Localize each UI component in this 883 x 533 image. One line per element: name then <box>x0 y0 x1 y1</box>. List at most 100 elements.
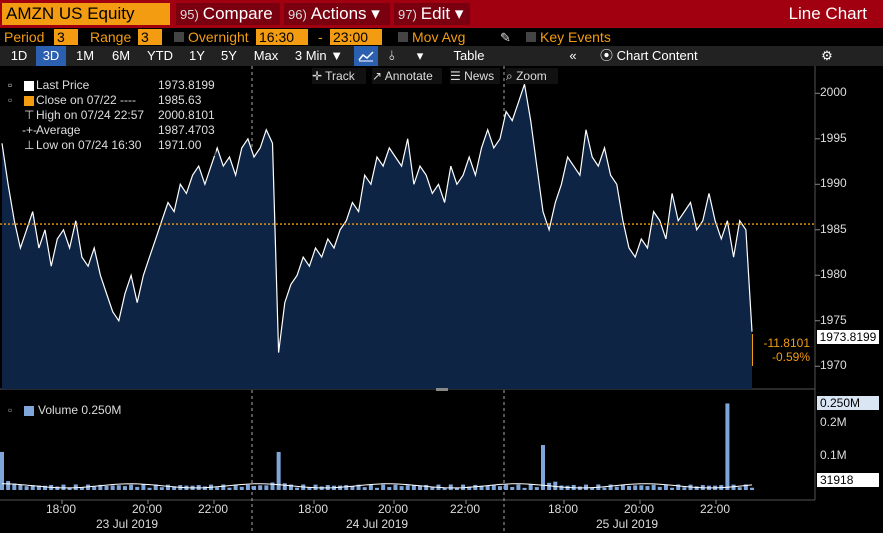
time-axis-label: 22:00 <box>198 502 229 516</box>
range-input[interactable]: 3 <box>138 29 162 45</box>
volume-bar <box>448 484 453 490</box>
volume-bar <box>172 486 177 490</box>
volume-bar <box>485 485 490 490</box>
line-chart-icon[interactable] <box>354 46 378 66</box>
volume-bar <box>473 484 478 490</box>
bar-chart-icon[interactable]: ⫰ <box>389 48 395 63</box>
timeframe-ytd[interactable]: YTD <box>147 48 173 63</box>
actions-label: Actions ▾ <box>310 4 380 23</box>
time-axis-label: 22:00 <box>450 502 481 516</box>
edit-number: 97) <box>398 7 417 22</box>
overnight-checkbox[interactable] <box>174 32 184 42</box>
period-input[interactable]: 3 <box>54 29 78 45</box>
volume-bar <box>393 484 398 490</box>
end-time-input[interactable]: 23:00 <box>330 29 382 45</box>
volume-bar <box>288 484 293 490</box>
volume-bar <box>737 487 742 490</box>
volume-bar <box>405 485 410 490</box>
date-axis-label: 25 Jul 2019 <box>596 517 659 531</box>
volume-bar <box>725 403 730 490</box>
last-price-value: 1973.8199 <box>158 78 215 92</box>
pane-resize-handle[interactable] <box>436 388 448 391</box>
volume-bar <box>295 487 300 490</box>
news-tool[interactable]: ☰ News <box>450 68 500 84</box>
volume-bar <box>55 486 60 490</box>
track-label: Track <box>325 69 355 83</box>
change-percent: -0.59% <box>771 350 810 364</box>
volume-bar <box>227 487 232 490</box>
timeframe-1d[interactable]: 1D <box>10 48 28 63</box>
gear-icon[interactable]: ⚙ <box>821 48 833 63</box>
price-axis-label: 1985 <box>820 221 847 236</box>
actions-number: 96) <box>288 7 307 22</box>
volume-bar <box>36 485 41 490</box>
annotate-tool[interactable]: ↗ Annotate <box>372 68 442 84</box>
timeframe-5y[interactable]: 5Y <box>221 48 237 63</box>
volume-bar <box>141 484 146 490</box>
volume-bar <box>454 487 459 490</box>
compare-number: 95) <box>180 7 199 22</box>
chart-style-dropdown-icon[interactable]: ▾ <box>416 48 424 63</box>
date-axis-label: 24 Jul 2019 <box>346 517 409 531</box>
volume-bar <box>663 484 668 490</box>
chart-content-icon: ⦿ <box>600 48 617 63</box>
annotate-icon: ↗ <box>372 69 385 83</box>
volume-bar <box>43 485 48 490</box>
volume-bar <box>165 484 170 490</box>
timeframe-1m[interactable]: 1M <box>75 48 95 63</box>
compare-label: Compare <box>202 4 273 23</box>
edit-menu[interactable]: 97) Edit ▾ <box>394 3 470 25</box>
news-label: News <box>464 69 495 83</box>
volume-bar <box>620 484 625 490</box>
volume-bar <box>534 487 539 490</box>
time-axis-label: 18:00 <box>298 502 329 516</box>
price-axis-label: 1970 <box>820 358 847 373</box>
volume-bar <box>479 485 484 490</box>
volume-bar <box>258 485 263 490</box>
volume-bar <box>18 484 23 490</box>
volume-bar <box>159 487 164 490</box>
compare-menu[interactable]: 95) Compare <box>176 3 280 25</box>
volume-bar <box>676 484 681 490</box>
interval-dropdown[interactable]: 3 Min ▼ <box>294 48 344 63</box>
key-events-checkbox[interactable] <box>526 32 536 42</box>
pencil-icon[interactable]: ✎ <box>500 30 511 45</box>
collapse-icon[interactable]: « <box>569 48 577 63</box>
price-chart[interactable] <box>0 66 883 533</box>
track-tool[interactable]: ✛ Track <box>312 68 366 84</box>
annotate-label: Annotate <box>384 69 433 83</box>
table-button[interactable]: Table <box>453 48 485 63</box>
volume-bar <box>651 484 656 490</box>
volume-legend-collapse-icon[interactable]: ▫ <box>8 403 13 417</box>
volume-bar <box>750 487 754 490</box>
ticker-field[interactable]: AMZN US Equity <box>2 3 170 25</box>
chart-content-button[interactable]: ⦿ Chart Content <box>600 46 750 66</box>
high-label: High on 07/24 22:57 <box>36 108 145 122</box>
volume-bar <box>467 486 472 490</box>
volume-bar <box>350 486 355 490</box>
volume-bar <box>104 485 109 490</box>
volume-bar <box>202 486 207 490</box>
timeframe-6m[interactable]: 6M <box>111 48 131 63</box>
timeframe-3d[interactable]: 3D <box>36 46 66 66</box>
volume-bar <box>657 486 662 490</box>
actions-menu[interactable]: 96) Actions ▾ <box>284 3 390 25</box>
legend-collapse-icon[interactable]: ▫ <box>8 78 13 92</box>
volume-bar <box>24 486 29 490</box>
chart-content-label: Chart Content <box>616 48 698 63</box>
timeframe-1y[interactable]: 1Y <box>189 48 205 63</box>
timeframe-max[interactable]: Max <box>253 48 279 63</box>
time-axis-label: 20:00 <box>378 502 409 516</box>
volume-bar <box>61 484 66 490</box>
mov-avg-checkbox[interactable] <box>398 32 408 42</box>
price-axis-label: 2000 <box>820 85 847 100</box>
volume-bar <box>522 487 527 490</box>
volume-axis-label: 0.2M <box>820 415 847 429</box>
volume-bar <box>639 485 644 490</box>
volume-bar <box>110 485 115 490</box>
zoom-tool[interactable]: ⌕ Zoom <box>506 68 558 84</box>
start-time-input[interactable]: 16:30 <box>256 29 308 45</box>
volume-bar <box>122 486 127 490</box>
volume-bar <box>98 484 103 490</box>
volume-bar <box>221 484 226 490</box>
